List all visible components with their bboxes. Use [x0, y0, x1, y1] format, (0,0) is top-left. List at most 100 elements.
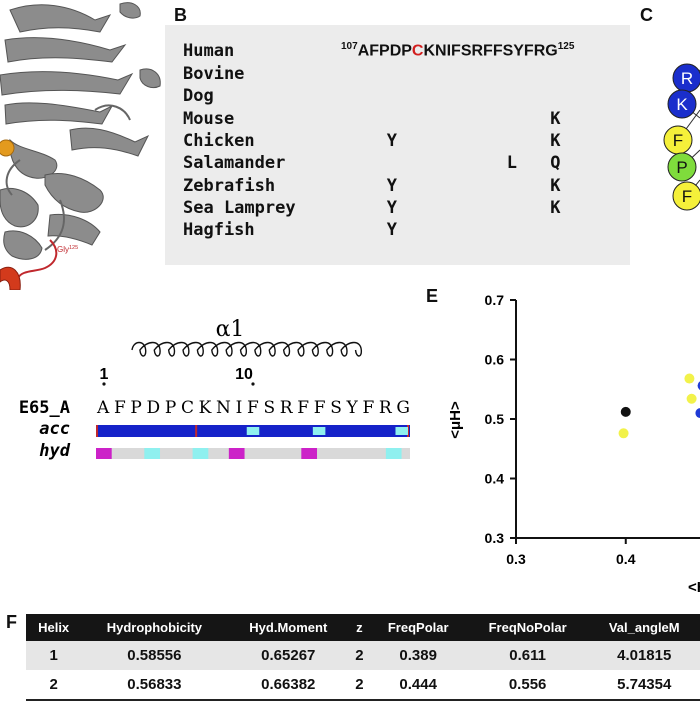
acc-red-mark: [96, 425, 98, 437]
hyd-cyan-mark: [192, 448, 209, 459]
species-name: Human: [183, 41, 235, 61]
highlight-residue: C: [411, 42, 424, 60]
table-header-cell: FreqNoPolar: [466, 614, 589, 641]
table-cell: 5.74354: [588, 670, 700, 701]
panel-a-protein-structure: Gly125: [0, 0, 165, 291]
table-cell: 0.389: [369, 641, 467, 670]
helix-coil: [131, 341, 362, 357]
substitution-residue: K: [550, 175, 561, 196]
wheel-residue: R: [672, 63, 700, 93]
wheel-residue: F: [663, 125, 693, 155]
table-header-cell: FreqPolar: [369, 614, 467, 641]
y-tick-label: 0.3: [485, 530, 505, 546]
scatter-point: [686, 393, 697, 404]
table-header-cell: z: [349, 614, 370, 641]
table-header-cell: Hydrophobicity: [81, 614, 228, 641]
substitution-residue: L: [506, 153, 517, 174]
table-cell: 2: [349, 670, 370, 701]
panel-f-letter: F: [6, 612, 17, 632]
table-cell: 0.611: [466, 641, 589, 670]
x-axis-ticks: 0.30.40.5: [506, 538, 636, 567]
acc-cyan-mark: [312, 427, 326, 435]
hyd-label: hyd: [39, 441, 70, 461]
seq-end-number: 125: [557, 41, 575, 52]
species-name: Mouse: [183, 108, 235, 129]
y-tick-label: 0.4: [485, 471, 505, 487]
x-tick-label: 0.4: [616, 551, 636, 567]
hyd-magenta-mark: [96, 448, 112, 459]
table-row: 2 0.56833 0.66382 2 0.444 0.556 5.74354: [26, 670, 700, 701]
table-header-cell: Val_angleM: [588, 614, 700, 641]
panel-b-letter: B: [174, 5, 187, 25]
substitution-residue: K: [550, 130, 561, 151]
y-tick-label: 0.6: [485, 352, 505, 368]
panel-d-secondary-structure: α1 1 10 E65_A AFPDPCKNIFSRFFSYFRG acc hy…: [0, 300, 420, 480]
ligand-sphere: [0, 139, 15, 157]
substitution-residue: Y: [386, 197, 398, 218]
hyd-cyan-mark: [385, 448, 402, 459]
aligned-sequence: AFPDPCKNIFSRFFSYFRG: [96, 398, 410, 418]
table-cell: 0.556: [466, 670, 589, 701]
seq-part: AFPDP: [357, 42, 412, 60]
table-header-cell: Hyd.Moment: [227, 614, 350, 641]
accessibility-bar: [96, 425, 410, 437]
table-cell: 0.66382: [227, 670, 350, 701]
scatter-point: [618, 428, 629, 439]
table-row: 1 0.58556 0.65267 2 0.389 0.611 4.01815: [26, 641, 700, 670]
residue-tick-10: 10: [235, 366, 253, 383]
panel-e-scatter: 0.3 0.4 0.5 0.6 0.7 0.3 0.4 0.5 <μH> <H>: [420, 280, 700, 600]
hyd-magenta-mark: [228, 448, 245, 459]
seq-start-number: 107: [341, 41, 358, 52]
species-name: Chicken: [183, 130, 255, 151]
table-body: 1 0.58556 0.65267 2 0.389 0.611 4.01815 2 0.5683…: [26, 641, 700, 701]
substitution-residue: K: [550, 197, 561, 218]
panel-b-alignment: Human 107AFPDPCKNIFSRFFSYFRG125 Bovine Do…: [165, 25, 630, 265]
x-axis-label: <H>: [688, 579, 700, 596]
y-axis-label: <μH>: [447, 401, 464, 439]
species-name: Salamander: [183, 153, 286, 174]
residue-tick-1: 1: [100, 366, 109, 383]
svg-text:K: K: [676, 95, 688, 114]
table-cell: 0.58556: [81, 641, 228, 670]
seq-part: KNIFSRFFSYFRG: [423, 42, 558, 60]
scatter-point: [695, 408, 700, 419]
structure-id-label: E65_A: [19, 398, 70, 418]
acc-cyan-mark: [246, 427, 260, 435]
panel-c-letter: C: [640, 5, 653, 25]
table-cell: 0.56833: [81, 670, 228, 701]
table-cell: 4.01815: [588, 641, 700, 670]
substitution-residue: Y: [386, 175, 398, 196]
table-cell: 0.444: [369, 670, 467, 701]
scatter-point: [620, 406, 631, 417]
table-cell: 2: [349, 641, 370, 670]
substitution-residue: Y: [386, 130, 398, 151]
substitution-residue: Y: [386, 220, 398, 241]
substitution-residue: K: [550, 108, 561, 129]
scatter-chart: 0.3 0.4 0.5 0.6 0.7 0.3 0.4 0.5 <μH> <H>: [447, 292, 700, 596]
species-name: Sea Lamprey: [183, 197, 296, 218]
hydropathy-bar: [96, 448, 410, 459]
hyd-magenta-mark: [301, 448, 318, 459]
x-tick-label: 0.3: [506, 551, 526, 567]
acc-cyan-mark: [395, 427, 408, 435]
species-name: Zebrafish: [183, 175, 276, 196]
wheel-residue: K: [667, 89, 697, 119]
acc-label: acc: [39, 419, 70, 439]
tick-dot: [102, 382, 106, 386]
y-axis-ticks: 0.3 0.4 0.5 0.6 0.7: [485, 292, 516, 546]
substitution-residue: Q: [550, 153, 561, 174]
human-sequence: 107AFPDPCKNIFSRFFSYFRG125: [341, 41, 574, 60]
tick-dot: [251, 382, 255, 386]
helix-properties-table: Helix Hydrophobicity Hyd.Moment z FreqPolar F…: [26, 614, 700, 701]
scatter-point: [697, 381, 700, 390]
secondary-structure-plot: α1 1 10 E65_A AFPDPCKNIFSRFFSYFRG acc hy…: [19, 317, 410, 461]
species-name: Dog: [183, 86, 214, 107]
scatter-point: [684, 373, 695, 384]
hyd-bar-base: [96, 448, 410, 459]
wheel-residue: P: [667, 152, 697, 182]
species-name: Bovine: [183, 64, 245, 84]
svg-text:F: F: [682, 187, 692, 206]
svg-text:P: P: [676, 158, 687, 177]
